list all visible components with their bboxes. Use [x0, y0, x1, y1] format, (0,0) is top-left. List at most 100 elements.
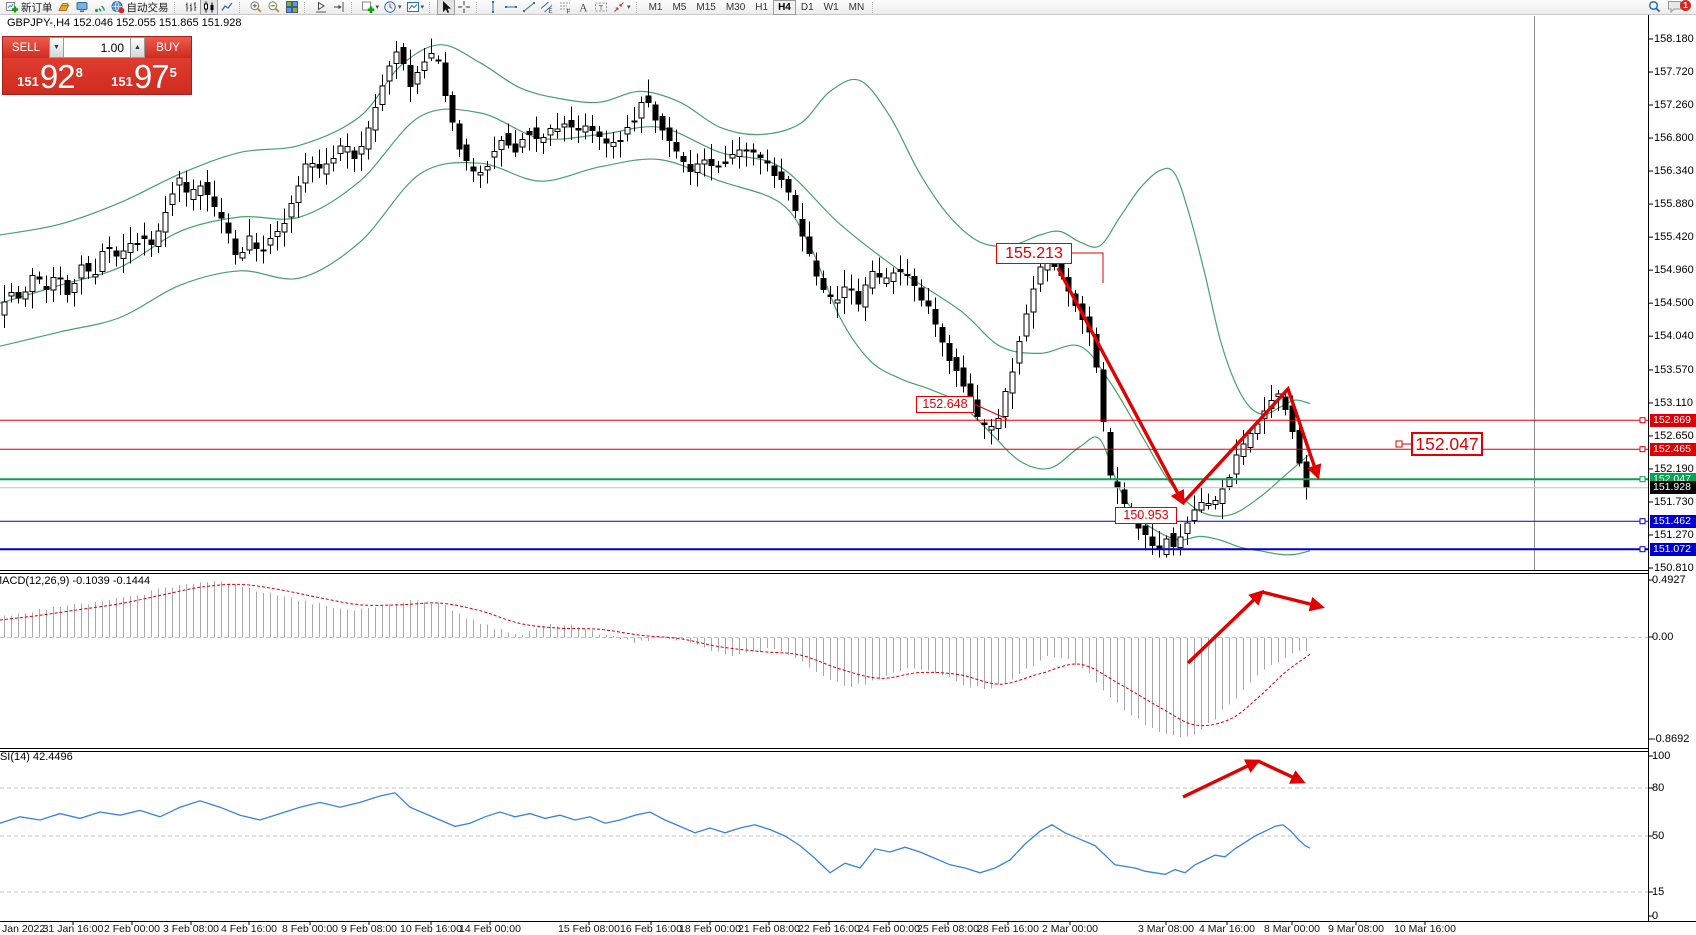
- buy-button[interactable]: BUY: [145, 37, 191, 58]
- hline-glyph: [504, 0, 518, 14]
- time-axis-label: 25 Feb 08:00: [917, 923, 979, 935]
- bars-glyph: [184, 0, 198, 14]
- toolbar-separator: [350, 1, 356, 13]
- price-badge-151.462: 151.462: [1650, 515, 1696, 528]
- time-axis-label: 24 Feb 00:00: [858, 923, 920, 935]
- time-axis-label: 10 Feb 16:00: [400, 923, 462, 935]
- macd-signal-line: [0, 583, 1311, 727]
- timeframe-button-h1[interactable]: H1: [755, 1, 769, 13]
- level-handle-152.047: [1639, 476, 1646, 483]
- timeframe-button-m30[interactable]: M30: [725, 1, 746, 13]
- toolbar-separator: [476, 1, 481, 13]
- time-axis-label: 4 Mar 16:00: [1198, 923, 1256, 935]
- sell-price-big: 92: [39, 58, 76, 95]
- price-label-155213[interactable]: 155.213: [996, 243, 1072, 264]
- buy-price-big: 97: [133, 58, 170, 95]
- price-tick: 154.040: [1654, 330, 1694, 342]
- volume-increase-button[interactable]: ▲: [130, 37, 145, 58]
- buy-price[interactable]: 151 97 5: [97, 58, 191, 94]
- trend-arrow: [1257, 759, 1306, 784]
- periods-menu-button[interactable]: ▾: [381, 0, 404, 15]
- vertical-line-tool-button[interactable]: [484, 0, 502, 15]
- price-label-152047[interactable]: 152.047: [1411, 432, 1483, 456]
- arrows-tool-button[interactable]: ▾: [610, 0, 633, 15]
- time-axis-label: 15 Feb 08:00: [558, 923, 620, 935]
- timeframe-button-w1[interactable]: W1: [823, 1, 839, 13]
- sell-price[interactable]: 151 92 8: [3, 58, 97, 94]
- timeframe-button-mn[interactable]: MN: [848, 1, 865, 13]
- auto-trading-button-label: 自动交易: [126, 1, 169, 14]
- templates-menu-button[interactable]: ▾: [404, 0, 427, 15]
- volume-input[interactable]: [64, 37, 130, 58]
- price-badge-152.465: 152.465: [1650, 443, 1696, 456]
- chartshift-glyph: [332, 0, 346, 14]
- chat-icon[interactable]: 1: [1665, 0, 1691, 15]
- cursor-tool-button[interactable]: [437, 0, 456, 15]
- price-tick: 154.960: [1654, 264, 1694, 276]
- signal-glyph: [93, 0, 107, 14]
- bar-chart-icon[interactable]: [182, 0, 200, 15]
- zoom-in-icon[interactable]: [247, 0, 265, 15]
- chart-shift-icon[interactable]: [330, 0, 348, 15]
- tile-windows-icon[interactable]: [283, 0, 301, 15]
- text-label-tool-button[interactable]: T: [592, 0, 610, 15]
- time-axis-label: Jan 2022: [2, 923, 46, 935]
- timeframe-button-d1[interactable]: D1: [800, 1, 814, 13]
- line-glyph: [220, 0, 234, 14]
- search-glyph: [1647, 0, 1663, 14]
- price-tick: 156.800: [1654, 132, 1694, 144]
- indicators-menu-button[interactable]: ▾: [359, 0, 382, 15]
- macd-axis-label: -0.8692: [1652, 733, 1690, 745]
- price-label-152648[interactable]: 152.648: [916, 396, 974, 413]
- price-label-150953[interactable]: 150.953: [1115, 507, 1177, 524]
- timeframe-button-h4[interactable]: H4: [773, 0, 796, 15]
- sell-button[interactable]: SELL: [3, 37, 49, 58]
- price-tick: 155.420: [1654, 231, 1694, 243]
- price-badge-151.928: 151.928: [1650, 481, 1696, 494]
- crosshair-tool-button[interactable]: [455, 0, 473, 15]
- price-tick: 155.880: [1654, 198, 1694, 210]
- gold-icon[interactable]: [55, 0, 73, 15]
- timeframe-button-m1[interactable]: M1: [648, 1, 663, 13]
- time-axis-label: 9 Mar 08:00: [1327, 923, 1385, 935]
- rsi-axis-label: 100: [1652, 750, 1671, 762]
- timeframe-button-m15[interactable]: M15: [696, 1, 716, 13]
- text-tool-button[interactable]: A: [574, 0, 592, 15]
- level-handle-152.869: [1639, 417, 1646, 424]
- auto-trading-button[interactable]: 自动交易: [109, 0, 171, 15]
- search-icon[interactable]: [1645, 0, 1665, 15]
- time-axis-label: 8 Feb 00:00: [281, 923, 339, 935]
- rsi-line: [0, 792, 1311, 876]
- fibonacci-tool-button[interactable]: F: [556, 0, 574, 15]
- signals-icon[interactable]: [91, 0, 109, 15]
- rsi-axis-label: 50: [1652, 830, 1665, 842]
- volume-decrease-button[interactable]: ▼: [49, 37, 64, 58]
- fibo-glyph: F: [558, 0, 572, 14]
- macd-indicator-label: MACD(12,26,9) -0.1039 -0.1444: [0, 575, 151, 587]
- auto-scroll-icon[interactable]: [312, 0, 330, 15]
- time-axis-label: 9 Feb 08:00: [340, 923, 398, 935]
- zoomin-glyph: [249, 0, 263, 14]
- trendline-tool-button[interactable]: [520, 0, 538, 15]
- crosshair-glyph: [457, 0, 471, 14]
- zoom-out-icon[interactable]: [265, 0, 283, 15]
- buy-price-sup: 5: [169, 65, 177, 80]
- horizontal-line-tool-button[interactable]: [502, 0, 520, 15]
- timeframe-button-m5[interactable]: M5: [672, 1, 687, 13]
- channel-tool-button[interactable]: E: [538, 0, 556, 15]
- line-chart-icon[interactable]: [218, 0, 236, 15]
- time-axis-label: 4 Feb 16:00: [220, 923, 278, 935]
- trend-arrow: [1182, 759, 1261, 799]
- dropdown-caret-icon: ▾: [420, 4, 425, 11]
- new-order-button[interactable]: 新订单: [3, 0, 55, 15]
- bb-lower-line: [0, 158, 1311, 556]
- tiles-glyph: [285, 0, 299, 14]
- time-axis-label: 8 Mar 00:00: [1263, 923, 1321, 935]
- candlestick-chart-icon[interactable]: [199, 0, 218, 15]
- community-icon[interactable]: [73, 0, 91, 15]
- toolbar-separator: [173, 1, 179, 13]
- clock-glyph: [383, 0, 397, 14]
- time-axis-label: 2 Feb 00:00: [103, 923, 161, 935]
